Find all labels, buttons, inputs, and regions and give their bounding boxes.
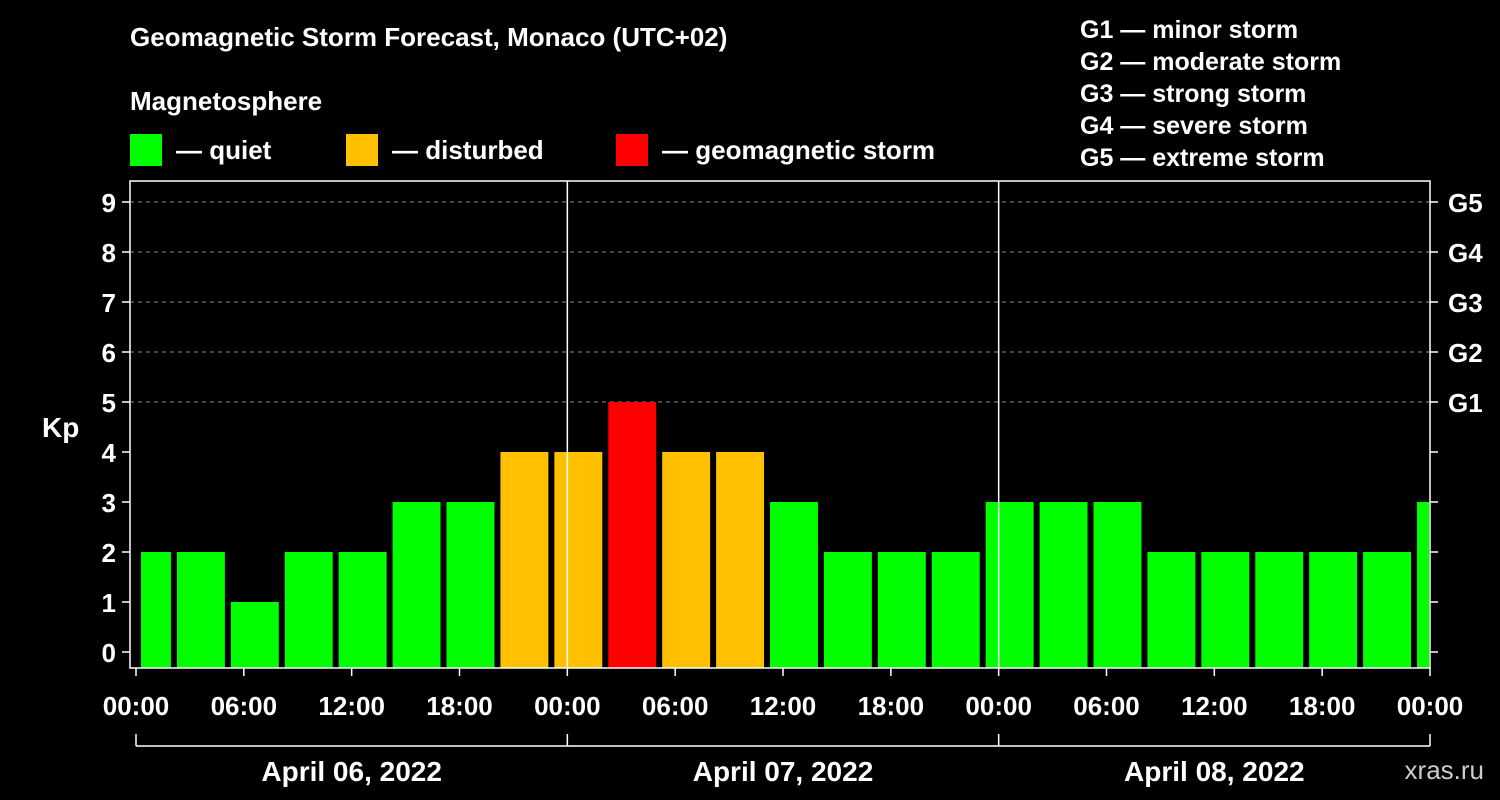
bar-21 (1255, 552, 1304, 668)
xtick-label-7: 18:00 (858, 691, 925, 721)
bar-7 (500, 452, 549, 668)
xtick-label-2: 12:00 (318, 691, 385, 721)
bar-1 (176, 552, 225, 668)
bar-16 (985, 502, 1034, 668)
bar-8 (554, 452, 603, 668)
g-legend-g3: G3 — strong storm (1080, 80, 1307, 108)
xtick-label-9: 06:00 (1073, 691, 1140, 721)
legend-storm-label: — geomagnetic storm (662, 134, 936, 165)
g-legend-g5: G5 — extreme storm (1080, 144, 1325, 172)
bar-2 (230, 602, 279, 668)
day-label-0: April 06, 2022 (261, 756, 442, 787)
g-legend-g1: G1 — minor storm (1080, 16, 1299, 44)
bar-9 (608, 402, 657, 668)
bar-14 (877, 552, 926, 668)
ytick-label-2: 2 (102, 538, 116, 568)
day-label-2: April 08, 2022 (1124, 756, 1305, 787)
xtick-label-12: 00:00 (1397, 691, 1464, 721)
bar-13 (823, 552, 872, 668)
plot-frame (129, 180, 1431, 669)
bar-0 (141, 552, 171, 668)
legend-storm: — geomagnetic storm (616, 133, 935, 167)
bar-3 (284, 552, 333, 668)
xtick-label-10: 12:00 (1181, 691, 1248, 721)
bar-20 (1201, 552, 1250, 668)
g-legend-g2: G2 — moderate storm (1080, 48, 1342, 76)
bar-5 (392, 502, 441, 668)
ytick-label-7: 7 (102, 288, 116, 318)
ytick-label-3: 3 (102, 488, 116, 518)
legend-quiet-swatch (130, 134, 162, 166)
watermark: xras.ru (1404, 755, 1484, 785)
ytick-label-9: 9 (102, 188, 116, 218)
g-legend-g4: G4 — severe storm (1080, 112, 1308, 140)
magnetosphere-label: Magnetosphere (130, 86, 323, 116)
right-label-g2: G2 (1448, 338, 1483, 368)
legend-quiet: — quiet (130, 133, 271, 167)
xtick-label-8: 00:00 (965, 691, 1032, 721)
bar-18 (1093, 502, 1142, 668)
ytick-label-6: 6 (102, 338, 116, 368)
xtick-label-3: 18:00 (426, 691, 493, 721)
bar-12 (770, 502, 818, 668)
g-scale-legend: G1 — minor storm G2 — moderate storm G3 … (1080, 14, 1341, 174)
y-axis-label: Kp (42, 412, 79, 443)
ytick-label-4: 4 (102, 438, 117, 468)
xtick-label-5: 06:00 (642, 691, 709, 721)
bar-24 (1417, 502, 1429, 668)
chart-title: Geomagnetic Storm Forecast, Monaco (UTC+… (130, 22, 728, 52)
bar-6 (446, 502, 495, 668)
right-label-g5: G5 (1448, 188, 1483, 218)
right-label-g3: G3 (1448, 288, 1483, 318)
xtick-label-6: 12:00 (750, 691, 817, 721)
right-label-g1: G1 (1448, 388, 1483, 418)
ytick-label-5: 5 (102, 388, 116, 418)
bar-17 (1039, 502, 1088, 668)
ytick-label-0: 0 (102, 638, 116, 668)
right-label-g4: G4 (1448, 238, 1483, 268)
legend-disturbed-label: — disturbed (392, 134, 544, 165)
ytick-label-8: 8 (102, 238, 116, 268)
bar-22 (1309, 552, 1358, 668)
bar-15 (931, 552, 980, 668)
xtick-label-1: 06:00 (211, 691, 278, 721)
bar-4 (338, 552, 387, 668)
day-label-1: April 07, 2022 (693, 756, 874, 787)
bar-19 (1147, 552, 1196, 668)
legend-disturbed: — disturbed (346, 133, 544, 167)
legend-quiet-label: — quiet (176, 134, 272, 165)
bar-11 (716, 452, 765, 668)
bar-10 (662, 452, 711, 668)
xtick-label-4: 00:00 (534, 691, 601, 721)
bar-23 (1363, 552, 1412, 668)
xtick-label-11: 18:00 (1289, 691, 1356, 721)
ytick-label-1: 1 (102, 588, 116, 618)
legend-storm-swatch (616, 134, 648, 166)
legend-disturbed-swatch (346, 134, 378, 166)
xtick-label-0: 00:00 (103, 691, 170, 721)
